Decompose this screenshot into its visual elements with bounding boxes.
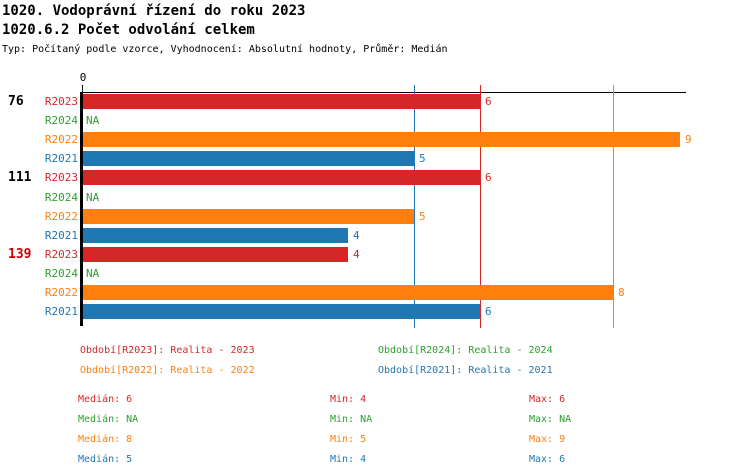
series-row-label-R2021: R2021 bbox=[44, 305, 78, 318]
median-line-R2021 bbox=[414, 85, 415, 328]
series-row-label-R2023: R2023 bbox=[44, 171, 78, 184]
bar-value-label: 6 bbox=[485, 305, 492, 318]
stat-median-R2022: Medián: 8 bbox=[78, 434, 133, 445]
bar-value-label: 6 bbox=[485, 171, 492, 184]
series-row-label-R2021: R2021 bbox=[44, 229, 78, 242]
bar-g1-R2023 bbox=[83, 170, 480, 185]
x-axis-line bbox=[82, 92, 686, 93]
x-axis-zero-label: 0 bbox=[79, 71, 87, 84]
legend-item-R2023: Období[R2023]: Realita - 2023 bbox=[80, 345, 255, 356]
series-row-label-R2024: R2024 bbox=[44, 267, 78, 280]
bar-value-label: 5 bbox=[419, 210, 426, 223]
legend-item-R2024: Období[R2024]: Realita - 2024 bbox=[378, 345, 553, 356]
stat-max-R2024: Max: NA bbox=[529, 414, 572, 425]
series-row-label-R2022: R2022 bbox=[44, 286, 78, 299]
series-row-label-R2022: R2022 bbox=[44, 210, 78, 223]
series-row-label-R2024: R2024 bbox=[44, 114, 78, 127]
bar-value-label: 6 bbox=[485, 95, 492, 108]
median-line-R2023 bbox=[480, 85, 481, 328]
bar-value-label: 8 bbox=[618, 286, 625, 299]
stat-median-R2021: Medián: 5 bbox=[78, 454, 133, 465]
stat-median-R2024: Medián: NA bbox=[78, 414, 139, 425]
stat-min-R2024: Min: NA bbox=[330, 414, 373, 425]
chart-subtitle: 1020.6.2 Počet odvolání celkem bbox=[2, 22, 255, 38]
bar-g1-R2021 bbox=[83, 228, 348, 243]
group-label-139: 139 bbox=[8, 247, 32, 262]
series-row-label-R2022: R2022 bbox=[44, 133, 78, 146]
bar-value-label: 5 bbox=[419, 152, 426, 165]
bar-g0-R2022 bbox=[83, 132, 680, 147]
stat-max-R2021: Max: 6 bbox=[529, 454, 566, 465]
median-line-R2022 bbox=[613, 85, 614, 328]
stat-max-R2023: Max: 6 bbox=[529, 394, 566, 405]
y-axis-line bbox=[80, 92, 83, 326]
bar-g2-R2023 bbox=[83, 247, 348, 262]
bar-value-label: 9 bbox=[685, 133, 692, 146]
group-label-76: 76 bbox=[8, 94, 24, 109]
bar-value-label: 4 bbox=[353, 229, 360, 242]
bar-g0-R2023 bbox=[83, 94, 480, 109]
series-row-label-R2023: R2023 bbox=[44, 95, 78, 108]
bar-g2-R2021 bbox=[83, 304, 480, 319]
series-row-label-R2024: R2024 bbox=[44, 191, 78, 204]
stat-min-R2021: Min: 4 bbox=[330, 454, 367, 465]
na-label-R2024: NA bbox=[86, 191, 100, 204]
na-label-R2024: NA bbox=[86, 114, 100, 127]
group-label-111: 111 bbox=[8, 170, 32, 185]
na-label-R2024: NA bbox=[86, 267, 100, 280]
series-row-label-R2021: R2021 bbox=[44, 152, 78, 165]
stat-min-R2022: Min: 5 bbox=[330, 434, 367, 445]
bar-value-label: 4 bbox=[353, 248, 360, 261]
x-axis-zero-tick bbox=[82, 85, 83, 92]
stat-median-R2023: Medián: 6 bbox=[78, 394, 133, 405]
bar-g1-R2022 bbox=[83, 209, 414, 224]
legend-item-R2022: Období[R2022]: Realita - 2022 bbox=[80, 365, 255, 376]
bar-g0-R2021 bbox=[83, 151, 414, 166]
legend-item-R2021: Období[R2021]: Realita - 2021 bbox=[378, 365, 553, 376]
series-row-label-R2023: R2023 bbox=[44, 248, 78, 261]
chart-title: 1020. Vodoprávní řízení do roku 2023 bbox=[2, 3, 306, 19]
chart-meta-line: Typ: Počítaný podle vzorce, Vyhodnocení:… bbox=[2, 44, 448, 55]
stat-min-R2023: Min: 4 bbox=[330, 394, 367, 405]
bar-g2-R2022 bbox=[83, 285, 613, 300]
stat-max-R2022: Max: 9 bbox=[529, 434, 566, 445]
